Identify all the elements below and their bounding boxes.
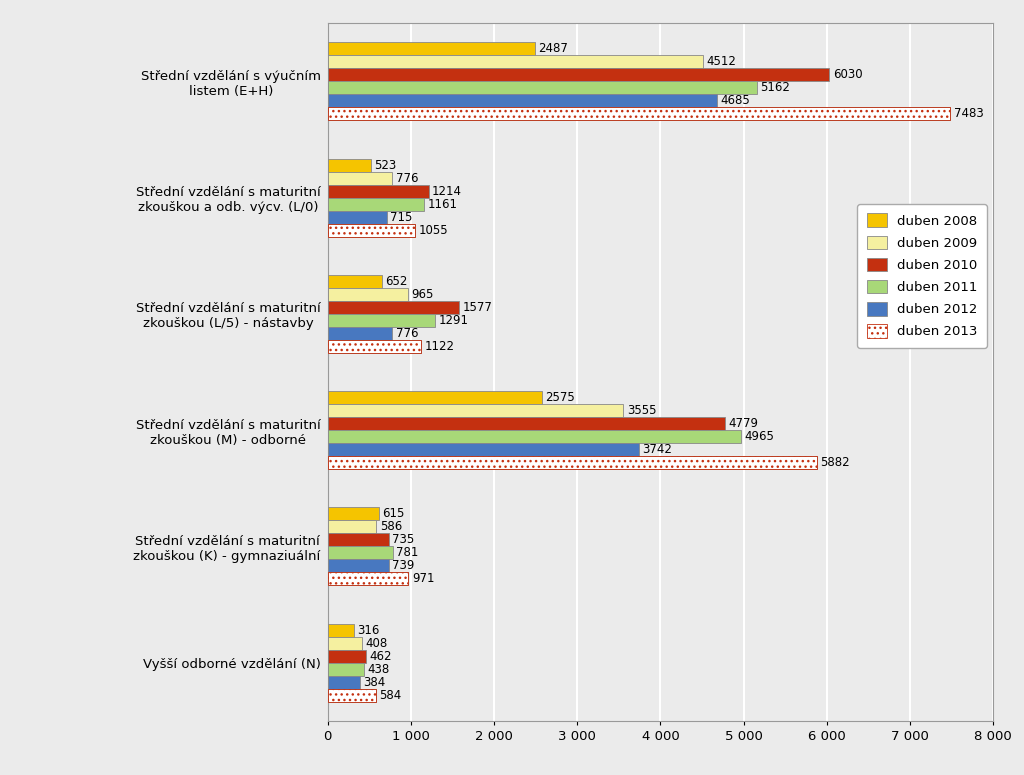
Text: 1055: 1055 — [419, 224, 449, 236]
Bar — [328, 288, 408, 301]
Text: 384: 384 — [362, 676, 385, 689]
Bar — [328, 456, 817, 469]
Bar — [328, 184, 429, 198]
Bar — [328, 636, 361, 649]
Bar — [328, 573, 409, 585]
Bar — [328, 159, 371, 171]
Text: 2487: 2487 — [538, 43, 567, 55]
Text: 5162: 5162 — [761, 81, 791, 95]
Bar — [328, 198, 424, 211]
Bar — [328, 689, 376, 701]
Bar — [328, 624, 354, 636]
Text: 7483: 7483 — [953, 108, 983, 120]
Text: 4685: 4685 — [721, 95, 751, 108]
Text: 715: 715 — [390, 211, 413, 224]
Text: 776: 776 — [395, 327, 418, 340]
Bar — [328, 81, 757, 95]
Text: 4779: 4779 — [729, 417, 759, 430]
Bar — [328, 43, 535, 55]
Text: 316: 316 — [357, 624, 380, 636]
Bar — [328, 340, 421, 353]
Bar — [328, 649, 367, 663]
Bar — [328, 443, 639, 456]
Bar — [328, 108, 950, 120]
Text: 3742: 3742 — [642, 443, 672, 456]
Bar — [328, 224, 416, 236]
Text: 739: 739 — [392, 560, 415, 573]
Bar — [328, 211, 387, 224]
Text: 1577: 1577 — [462, 301, 493, 314]
Text: 3555: 3555 — [627, 404, 656, 417]
Bar — [328, 340, 421, 353]
Text: 4512: 4512 — [707, 55, 736, 68]
Text: 971: 971 — [412, 573, 434, 585]
Text: 781: 781 — [396, 546, 419, 560]
Bar — [328, 560, 389, 573]
Bar — [328, 533, 389, 546]
Bar — [328, 95, 718, 108]
Text: 438: 438 — [368, 663, 390, 676]
Text: 652: 652 — [385, 275, 408, 288]
Bar — [328, 663, 365, 676]
Bar — [328, 546, 392, 560]
Bar — [328, 314, 435, 327]
Text: 584: 584 — [380, 689, 401, 701]
Bar — [328, 68, 829, 81]
Bar — [328, 224, 416, 236]
Text: 2575: 2575 — [545, 391, 575, 404]
Bar — [328, 327, 392, 340]
Bar — [328, 676, 359, 689]
Text: 5882: 5882 — [820, 456, 850, 469]
Text: 4965: 4965 — [744, 430, 774, 443]
Bar — [328, 430, 740, 443]
Bar — [328, 391, 542, 404]
Text: 408: 408 — [365, 636, 387, 649]
Text: 586: 586 — [380, 520, 402, 533]
Bar — [328, 275, 382, 288]
Bar — [328, 55, 703, 68]
Text: 776: 776 — [395, 171, 418, 184]
Text: 1291: 1291 — [438, 314, 468, 327]
Text: 6030: 6030 — [833, 68, 862, 81]
Bar — [328, 689, 376, 701]
Bar — [328, 404, 624, 417]
Bar — [328, 456, 817, 469]
Text: 615: 615 — [382, 508, 404, 520]
Bar — [328, 508, 379, 520]
Bar — [328, 417, 725, 430]
Text: 1214: 1214 — [432, 184, 462, 198]
Text: 462: 462 — [370, 649, 392, 663]
Text: 965: 965 — [412, 288, 434, 301]
Bar — [328, 520, 377, 533]
Bar — [328, 108, 950, 120]
Bar — [328, 573, 409, 585]
Text: 1161: 1161 — [428, 198, 458, 211]
Bar — [328, 171, 392, 184]
Text: 1122: 1122 — [424, 340, 455, 353]
Text: 735: 735 — [392, 533, 415, 546]
Bar — [328, 301, 459, 314]
Legend: duben 2008, duben 2009, duben 2010, duben 2011, duben 2012, duben 2013: duben 2008, duben 2009, duben 2010, dube… — [857, 205, 987, 347]
Text: 523: 523 — [375, 159, 396, 171]
